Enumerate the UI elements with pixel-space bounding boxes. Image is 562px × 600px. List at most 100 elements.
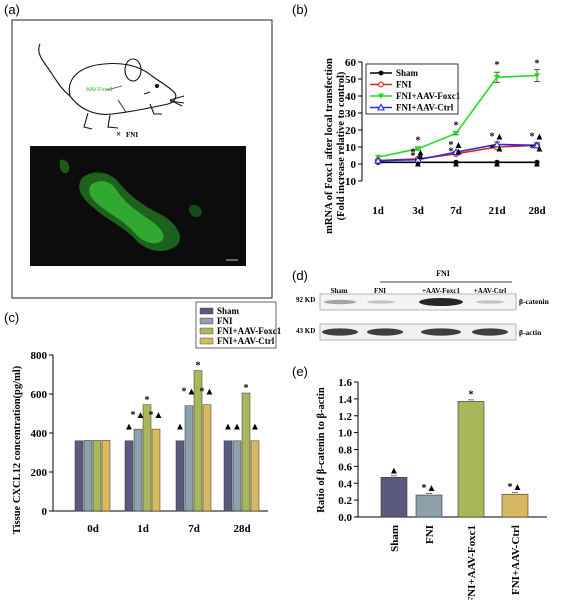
e-ytick-label: 1.6	[338, 377, 352, 389]
panel-b-label: (b)	[292, 2, 308, 17]
b-xtick-label: 3d	[412, 205, 424, 217]
c-bar-1	[232, 440, 242, 512]
b-significance-mark: *	[454, 120, 459, 131]
c-significance-mark: *▲	[149, 410, 164, 421]
c-significance-mark: *▲	[182, 386, 197, 397]
b-legend-label: FNI+AAV-Ctrl	[396, 103, 454, 113]
c-bar-1	[133, 428, 143, 512]
e-significance-mark: *▲	[422, 483, 437, 494]
b-point	[374, 156, 382, 164]
e-significance-mark: ▲	[389, 465, 399, 476]
b-xtick-label: 7d	[450, 205, 462, 217]
b-significance-mark: *▲	[490, 143, 505, 154]
c-significance-mark: ▲	[175, 421, 185, 432]
b-ytick-label: -10	[341, 176, 356, 188]
e-ytick-label: 1.2	[338, 411, 352, 423]
panel-d-label: (d)	[292, 268, 308, 283]
blot-beta-actin	[319, 323, 517, 341]
c-ylabel: Tissue CXCL12 concentration(pg/ml)	[12, 365, 23, 534]
c-xtick-label: 1d	[137, 523, 149, 535]
fni-cross: ×	[116, 129, 121, 139]
c-legend-swatch	[199, 317, 214, 325]
mouse-aav-label: AAV-Foxc1	[86, 87, 113, 93]
panel-d: (d) FNI Sham FNI +AAV-Foxc1 +AAV-Ctrl 92…	[292, 268, 550, 341]
c-ytick-label: 0	[42, 506, 48, 518]
c-bar-3	[250, 440, 260, 512]
b-ylabel: mRNA of Foxc1 after local transfection	[324, 58, 335, 234]
b-legend-label: FNI+AAV-Foxc1	[396, 91, 461, 101]
c-ytick-label: 600	[31, 389, 48, 401]
b-significance-mark: ▲	[413, 159, 423, 170]
b-point	[453, 130, 459, 137]
c-significance-mark: ▲	[250, 421, 260, 432]
b-significance-mark: ▲	[492, 159, 502, 170]
e-significance-mark: *	[469, 389, 474, 400]
b-point	[534, 73, 540, 79]
c-bar-0	[175, 440, 185, 512]
b-legend-marker	[378, 81, 384, 88]
d-lane-foxc1: +AAV-Foxc1	[422, 287, 460, 295]
e-ytick-label: 1.0	[338, 428, 352, 440]
c-xtick-label: 0d	[87, 523, 99, 535]
c-legend-label: FNI	[217, 316, 233, 326]
e-ytick-label: 0.2	[338, 495, 352, 507]
b-significance-mark: ▲	[532, 159, 542, 170]
b-ylabel-2: (Fold increase relative to control)	[336, 71, 347, 220]
b-annotations: *** **▲*▲*▲ *▲*▲ *▲ *▲ *▲▲ ▲ ▲ ▲	[411, 58, 545, 169]
c-significance-mark: ▲	[223, 421, 233, 432]
band-actin-ctrl	[472, 328, 508, 336]
b-significance-mark: *▲	[449, 147, 464, 158]
blot-beta-catenin	[319, 293, 517, 311]
b-legend-label: Sham	[396, 68, 419, 78]
c-significance-mark: *	[196, 360, 201, 371]
b-significance-mark: *▲	[449, 140, 464, 151]
e-ytick-label: 0.0	[338, 512, 352, 524]
b-significance-mark: *▲	[411, 151, 426, 162]
d-kd-43: 43 KD	[296, 327, 315, 335]
c-legend-swatch	[199, 307, 214, 315]
b-significance-mark: *▲	[490, 131, 505, 142]
e-bar	[380, 477, 408, 518]
b-ytick-label: 20	[345, 125, 357, 137]
b-legend-marker	[378, 70, 384, 76]
b-legend-label: FNI	[396, 80, 412, 90]
d-protein-actin: β-actin	[519, 328, 542, 337]
e-annotations: ▲ *▲ * *▲	[389, 389, 522, 494]
c-bar-2	[92, 440, 102, 512]
c-bar-3	[151, 428, 161, 512]
c-significance-mark: *▲	[200, 386, 215, 397]
band-catenin-fni	[367, 300, 395, 304]
b-xtick-label: 28d	[528, 205, 545, 217]
e-ytick-label: 0.6	[338, 461, 352, 473]
c-ytick-label: 200	[31, 467, 48, 479]
c-bar-0	[124, 440, 134, 512]
e-ylabel: Ratio of β-catenin to β-actin	[316, 387, 327, 513]
band-catenin-foxc1	[419, 298, 463, 306]
b-ytick-label: 50	[345, 74, 357, 86]
e-significance-mark: *▲	[508, 482, 523, 493]
c-legend-swatch	[199, 337, 214, 345]
fni-label: FNI	[126, 131, 138, 139]
b-xtick-label: 1d	[372, 205, 384, 217]
panel-e-label: (e)	[292, 364, 308, 379]
b-axes: -10 0 10 20 30 40 50 60 1d 3d 7d 21d 28d	[341, 57, 545, 217]
e-ytick-label: 1.4	[338, 394, 352, 406]
b-ytick-label: 10	[345, 142, 357, 154]
e-bar	[501, 493, 529, 518]
c-legend-label: FNI+AAV-Foxc1	[217, 326, 282, 336]
e-ytick-label: 0.4	[338, 478, 352, 490]
band-actin-foxc1	[421, 328, 461, 336]
d-protein-catenin: β-catenin	[519, 297, 550, 306]
panel-e: (e) Ratio of β-catenin to β-actin 0.0 0.2…	[292, 364, 547, 600]
fluorescence-signal	[59, 159, 202, 252]
c-bar-3	[101, 440, 111, 512]
e-bars	[380, 399, 529, 518]
b-ytick-label: 60	[345, 57, 357, 69]
b-significance-mark: ▲	[451, 159, 461, 170]
b-significance-mark: *▲	[530, 143, 545, 154]
mouse-illustration	[38, 43, 185, 130]
b-series	[374, 69, 541, 165]
c-annotations: ▲*▲**▲▲*▲**▲▲ ▲*▲	[124, 360, 260, 432]
